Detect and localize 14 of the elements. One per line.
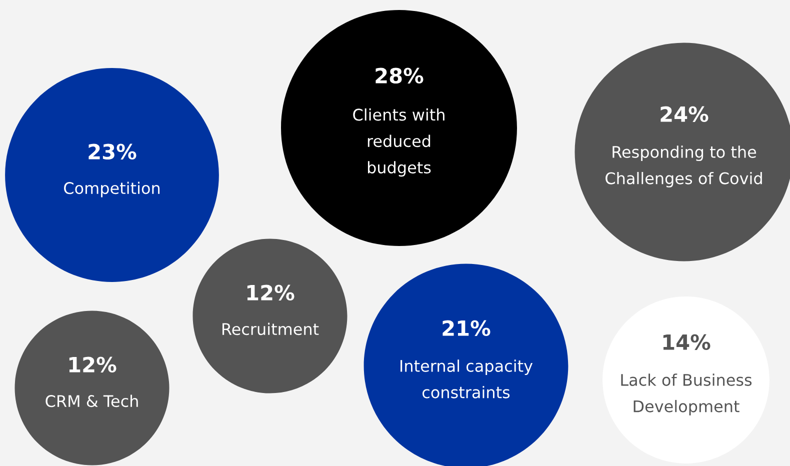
category-label: CRM & Tech	[46, 394, 138, 408]
data-label: 28%	[376, 68, 424, 84]
category-label: Clients with reduced budgets	[353, 108, 444, 177]
category-label: Recruitment	[222, 322, 319, 336]
category-label: Responding to the Challenges of Covid	[606, 146, 762, 188]
data-label: 23%	[88, 144, 136, 160]
data-label: 12%	[247, 284, 294, 301]
data-label: 24%	[660, 106, 708, 122]
data-label: 21%	[442, 320, 490, 336]
data-label: 12%	[69, 356, 116, 373]
category-label: Competition	[64, 182, 160, 198]
data-label: 14%	[663, 334, 710, 350]
category-label: Internal capacity constraints	[400, 360, 533, 398]
category-label: Lack of Business Development	[621, 374, 752, 416]
